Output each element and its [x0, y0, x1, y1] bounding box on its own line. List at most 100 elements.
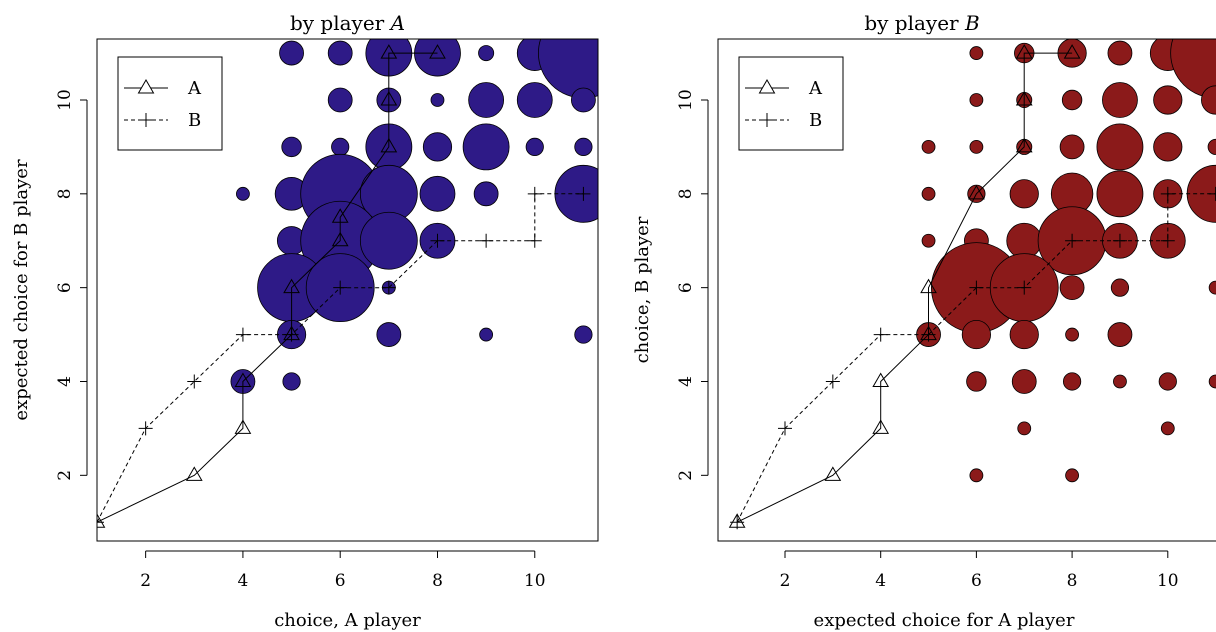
legend-box: [738, 56, 844, 151]
legend: AB: [738, 56, 844, 151]
bubble: [1096, 170, 1144, 218]
bubble: [1011, 369, 1037, 394]
marker-triangle-A: [380, 90, 398, 106]
marker-triangle-A: [380, 44, 398, 59]
bubble: [327, 87, 353, 113]
legend-marker-triangle: [137, 78, 155, 94]
bubble: [1107, 322, 1133, 347]
bubble: [1062, 372, 1082, 391]
bubble: [969, 93, 984, 107]
bubble: [331, 137, 350, 157]
chart-title: by player A: [290, 11, 405, 35]
marker-plus-B: [825, 374, 840, 389]
bubble: [468, 82, 505, 118]
bubble: [1208, 374, 1216, 389]
marker-plus-B: [333, 280, 348, 295]
bubble: [1107, 40, 1133, 66]
legend-marker-triangle: [758, 78, 776, 94]
marker-triangle-A: [283, 278, 300, 294]
bubble: [359, 211, 418, 270]
marker-plus-B: [576, 186, 591, 201]
chart-panel-1: by player A 2 4 6 8 10 choice, A player 2 4 6 8 10 e…: [11, 11, 599, 631]
x-tick-label: 8: [432, 571, 443, 591]
chart-title-prefix: by player: [864, 11, 965, 35]
bubble: [1102, 82, 1138, 118]
x-tick-label: 10: [1157, 571, 1179, 591]
bubble: [1065, 327, 1079, 342]
y-tick-label: 2: [55, 470, 75, 481]
bubble: [419, 175, 456, 212]
series: [728, 44, 1216, 530]
y-tick-label: 4: [55, 376, 75, 387]
marker-triangle-A: [185, 466, 203, 481]
marker-plus-B: [381, 280, 396, 295]
y-axis-label: choice, B player: [632, 216, 653, 363]
legend-box: [117, 56, 223, 151]
marker-plus-B: [1112, 233, 1127, 248]
legend-marker-plus: [760, 113, 774, 127]
marker-triangle-A: [872, 419, 890, 434]
marker-plus-B: [97, 515, 104, 530]
series: [97, 44, 591, 530]
marker-plus-B: [187, 374, 202, 389]
y-tick-label: 8: [55, 188, 75, 199]
marker-plus-B: [921, 327, 936, 342]
bubble: [1059, 134, 1085, 160]
bubble: [921, 140, 936, 154]
bubble: [1096, 123, 1144, 171]
x-tick-label: 4: [238, 571, 249, 591]
marker-triangle-A: [968, 184, 985, 200]
x-tick-label: 2: [780, 571, 791, 591]
bubble: [282, 372, 301, 391]
bubble: [1006, 222, 1043, 259]
marker-triangle-A: [1015, 90, 1033, 106]
marker-triangle-A: [1063, 44, 1081, 59]
y-tick-label: 8: [676, 188, 696, 199]
bubble: [1158, 372, 1177, 391]
marker-triangle-A: [331, 231, 349, 247]
marker-plus-B: [430, 233, 445, 248]
x-axis: 2 4 6 8 10: [140, 550, 546, 591]
y-axis: 2 4 6 8 10: [676, 89, 709, 481]
y-axis-label: expected choice for B player: [11, 159, 32, 421]
marker-triangle-A: [1015, 44, 1033, 59]
y-tick-label: 4: [676, 376, 696, 387]
bubble: [1153, 132, 1183, 162]
marker-triangle-A: [234, 372, 252, 387]
marker-plus-B: [479, 233, 494, 248]
bubble: [961, 319, 991, 350]
bubble: [1017, 421, 1032, 436]
bubble: [574, 325, 593, 344]
marker-plus-B: [1017, 280, 1032, 295]
bubble: [279, 40, 304, 66]
bubble: [525, 137, 544, 157]
marker-plus-B: [873, 327, 888, 342]
bubble: [236, 186, 250, 201]
chart-title-variable: A: [389, 11, 405, 35]
bubble: [969, 468, 984, 483]
marker-plus-B: [138, 421, 153, 436]
bubble: [1009, 179, 1039, 209]
x-axis-label: expected choice for A player: [814, 610, 1075, 631]
bubble: [1059, 275, 1085, 301]
bubble: [327, 40, 353, 66]
bubble: [1110, 278, 1130, 297]
series-line-B: [97, 193, 584, 523]
bubble: [422, 132, 453, 162]
plot-frame: [96, 38, 599, 542]
y-tick-label: 10: [55, 89, 75, 111]
legend-marker-plus: [139, 113, 153, 127]
bubble: [966, 371, 987, 392]
legend-label-A: A: [187, 78, 202, 99]
bubble: [1207, 138, 1216, 155]
series-line-B: [736, 193, 1216, 523]
bubble: [571, 87, 596, 113]
marker-triangle-A: [872, 372, 890, 387]
bubble: [281, 136, 302, 158]
marker-plus-B: [969, 280, 984, 295]
legend-label-B: B: [809, 110, 822, 131]
bubble: [430, 93, 445, 107]
y-axis: 2 4 6 8 10: [55, 89, 88, 481]
marker-plus-B: [1160, 186, 1175, 201]
bubble: [1153, 85, 1183, 115]
